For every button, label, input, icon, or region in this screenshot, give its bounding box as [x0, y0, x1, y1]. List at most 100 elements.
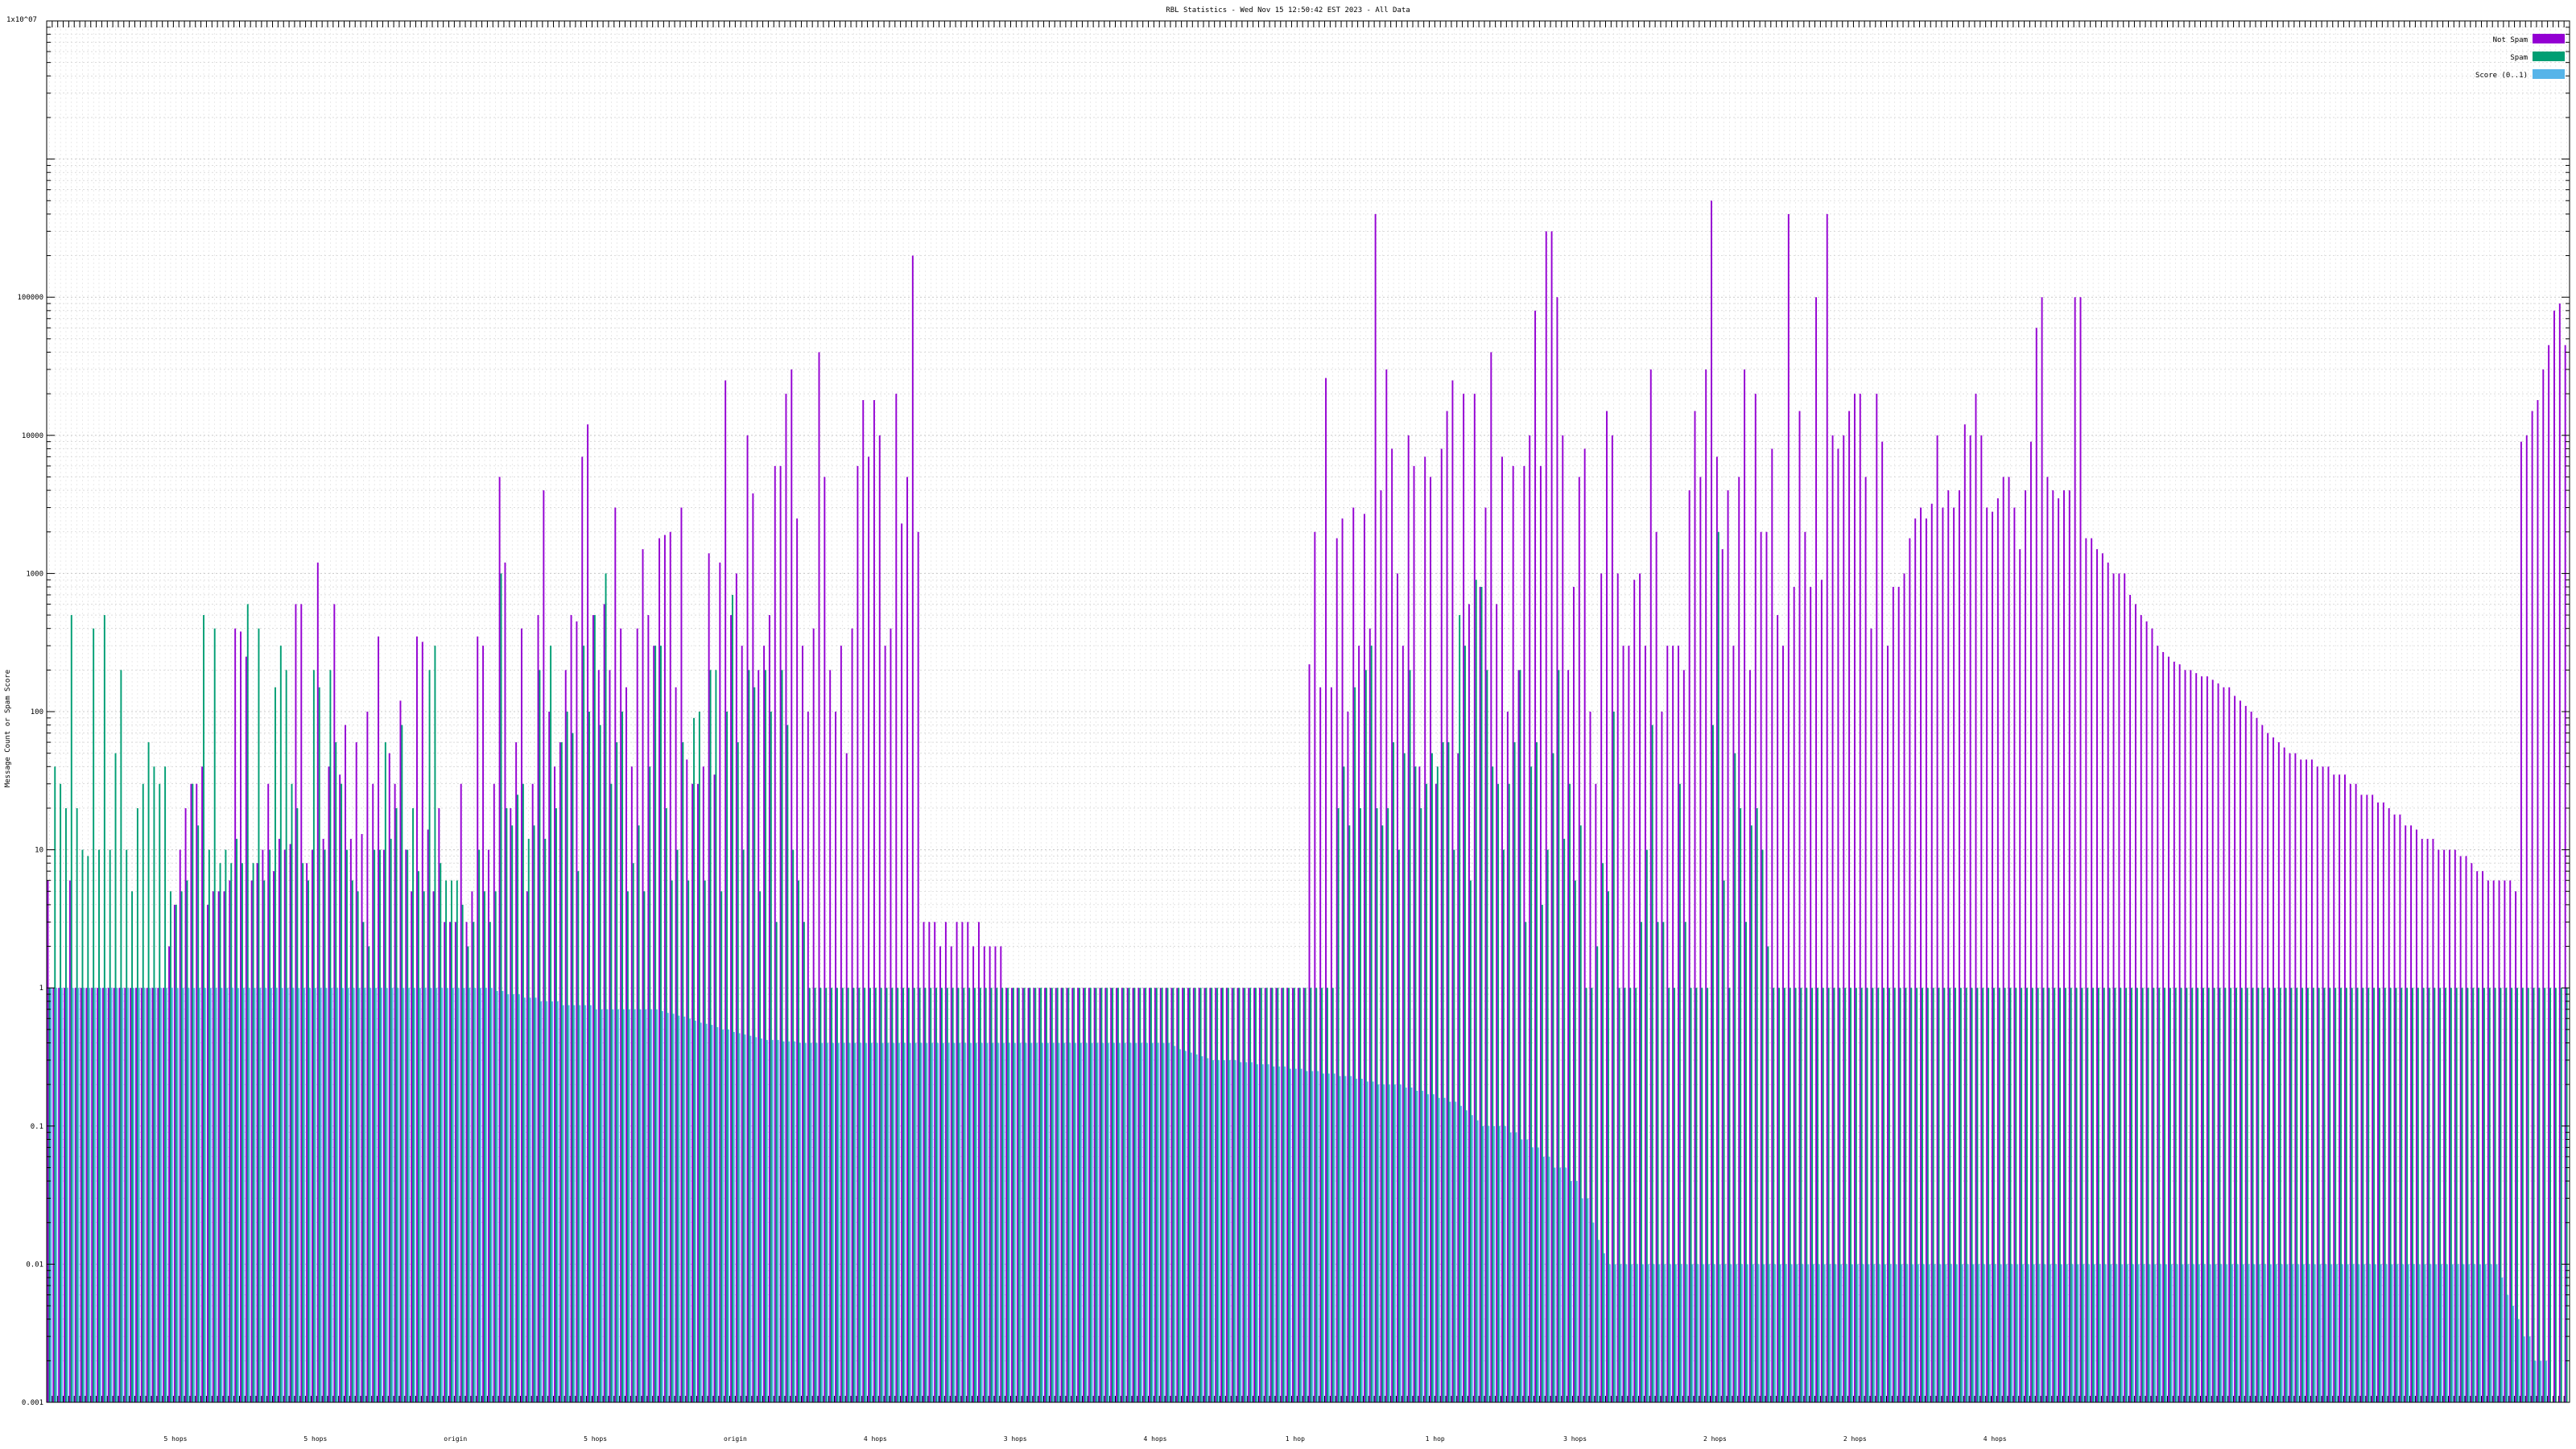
bar-score: [810, 1042, 812, 1402]
bar-score: [1300, 1068, 1302, 1402]
bar-not-spam: [262, 849, 264, 1402]
bar-not-spam: [2449, 849, 2450, 1402]
bar-spam: [1326, 988, 1328, 1402]
bar-score: [419, 988, 421, 1402]
bar-score: [2022, 1264, 2025, 1402]
bar-spam: [2417, 988, 2419, 1402]
y-tick-label: 10: [35, 847, 43, 855]
bar-not-spam: [2190, 670, 2192, 1402]
bar-spam: [693, 717, 695, 1402]
bar-score: [2033, 1264, 2035, 1402]
bar-score: [2314, 1264, 2316, 1402]
x-group-label: 1 hop: [1426, 1435, 1445, 1443]
bar-score: [1653, 1264, 1655, 1402]
bar-spam: [2263, 988, 2265, 1402]
bar-score: [2319, 1264, 2322, 1402]
bar-not-spam: [223, 891, 225, 1402]
bar-spam: [2483, 988, 2485, 1402]
bar-spam: [1569, 783, 1571, 1402]
bar-spam: [2340, 988, 2342, 1402]
bar-spam: [335, 742, 337, 1402]
bar-not-spam: [1430, 477, 1432, 1402]
bar-not-spam: [168, 946, 171, 1402]
bar-not-spam: [1159, 988, 1162, 1402]
bar-spam: [2092, 988, 2095, 1402]
bar-score: [1025, 1042, 1027, 1402]
bar-spam: [786, 724, 789, 1402]
bar-spam: [704, 880, 706, 1402]
bar-score: [1587, 1198, 1589, 1402]
bar-score: [1548, 1156, 1550, 1402]
bar-not-spam: [972, 946, 975, 1402]
bar-score: [738, 1033, 741, 1402]
bar-not-spam: [295, 604, 297, 1402]
bar-spam: [81, 849, 84, 1402]
bar-not-spam: [1027, 988, 1030, 1402]
bar-spam: [120, 670, 122, 1402]
bar-score: [237, 988, 239, 1402]
bar-spam: [368, 946, 370, 1402]
bar-not-spam: [1925, 518, 1927, 1402]
bar-not-spam: [2074, 297, 2076, 1403]
bar-spam: [2147, 988, 2149, 1402]
bar-not-spam: [1517, 670, 1520, 1402]
bar-spam: [2186, 988, 2188, 1402]
bar-score: [1939, 1264, 1942, 1402]
bar-score: [1427, 1094, 1429, 1402]
bar-score: [529, 997, 531, 1402]
bar-not-spam: [1892, 587, 1894, 1402]
bar-spam: [533, 825, 535, 1402]
bar-score: [1366, 1081, 1368, 1402]
bar-spam: [1579, 825, 1582, 1402]
bar-not-spam: [2372, 795, 2374, 1402]
bar-spam: [2174, 988, 2177, 1402]
bar-not-spam: [2124, 573, 2126, 1402]
bar-not-spam: [2151, 628, 2153, 1402]
bar-score: [1179, 1049, 1182, 1402]
bar-score: [1614, 1264, 1616, 1402]
axes: [46, 20, 2570, 1403]
bar-spam: [1393, 742, 1395, 1402]
bar-spam: [70, 615, 72, 1402]
bar-score: [1818, 1264, 1820, 1402]
bar-not-spam: [2421, 839, 2423, 1402]
legend-label: Not Spam: [2493, 36, 2528, 44]
bar-not-spam: [1765, 531, 1768, 1403]
bar-not-spam: [1463, 394, 1465, 1402]
bar-spam: [1469, 880, 1472, 1402]
bar-spam: [147, 742, 150, 1402]
bar-score: [1118, 1042, 1121, 1402]
bar-spam: [2500, 988, 2502, 1402]
bar-spam: [1442, 742, 1444, 1402]
bar-not-spam: [1578, 477, 1580, 1402]
bar-spam: [1178, 988, 1180, 1402]
bar-not-spam: [1738, 477, 1740, 1402]
bar-spam: [2042, 988, 2045, 1402]
bar-not-spam: [702, 766, 704, 1402]
bar-not-spam: [1368, 628, 1371, 1402]
bar-not-spam: [68, 880, 71, 1402]
bar-spam: [2004, 988, 2006, 1402]
bar-not-spam: [1595, 783, 1597, 1402]
bar-spam: [748, 670, 750, 1402]
bar-score: [1835, 1264, 1837, 1402]
bar-score: [755, 1037, 758, 1402]
bar-score: [1080, 1042, 1082, 1402]
bar-score: [1360, 1079, 1363, 1402]
legend-label: Spam: [2510, 54, 2528, 62]
bar-spam: [1932, 988, 1934, 1402]
bar-not-spam: [2178, 664, 2181, 1402]
bar-spam: [621, 712, 624, 1402]
bar-not-spam: [989, 946, 991, 1402]
bar-score: [2275, 1264, 2277, 1402]
bar-spam: [1012, 988, 1014, 1402]
bar-spam: [2461, 988, 2463, 1402]
bar-not-spam: [2498, 880, 2500, 1402]
bar-score: [700, 1022, 702, 1402]
bar-not-spam: [763, 646, 766, 1402]
bar-score: [1846, 1264, 1848, 1402]
bar-not-spam: [746, 435, 749, 1402]
bar-spam: [588, 712, 590, 1402]
bar-score: [2137, 1264, 2140, 1402]
bar-not-spam: [868, 456, 870, 1403]
